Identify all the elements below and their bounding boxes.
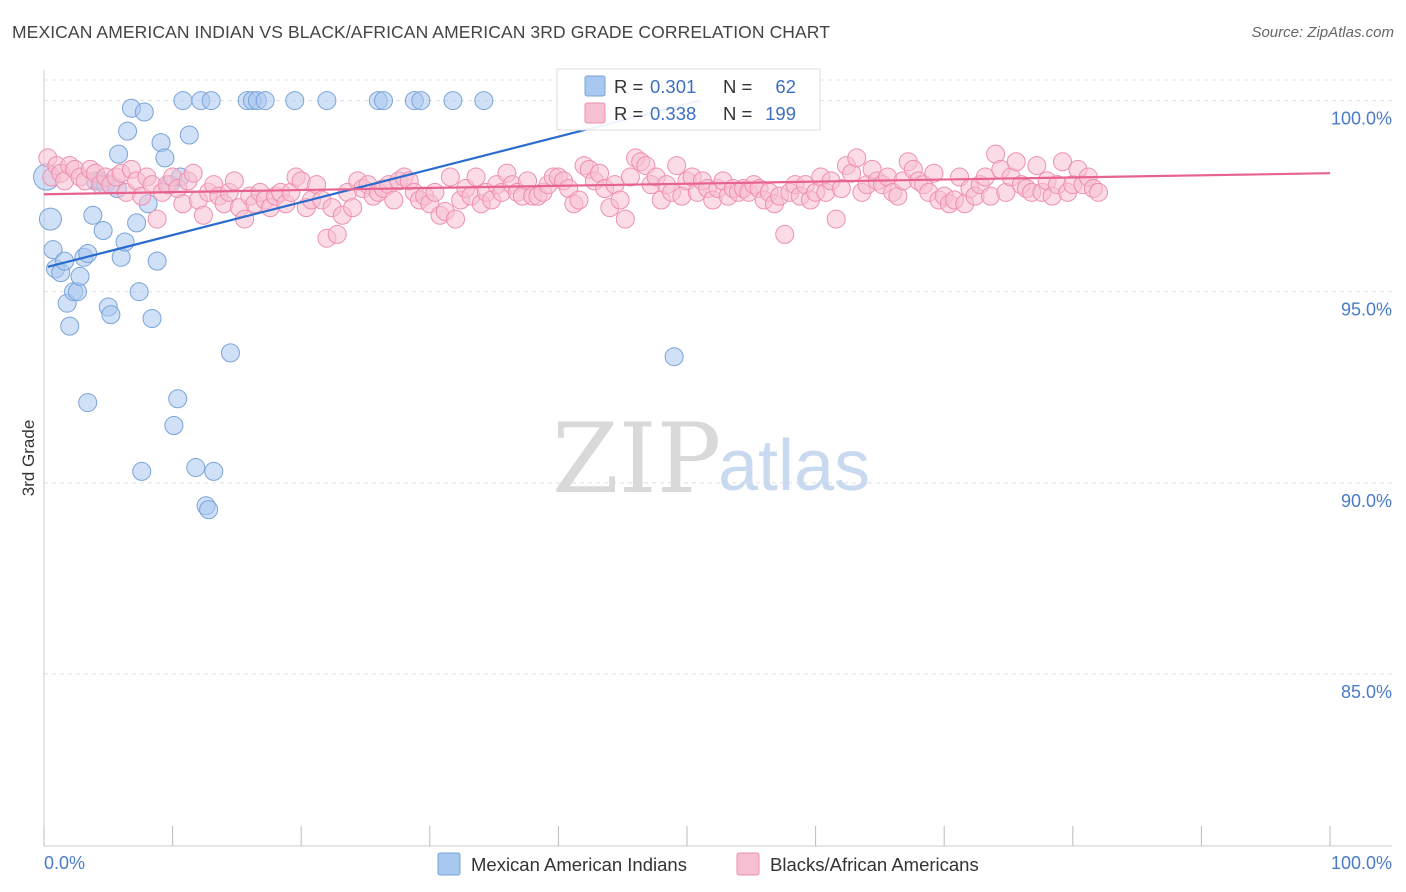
point-blacks-african-americans — [440, 167, 460, 187]
axes — [43, 70, 1392, 847]
point-blacks-african-americans — [183, 163, 203, 183]
point-blacks-african-americans — [975, 167, 995, 187]
point-blacks-african-americans — [425, 182, 445, 202]
point-blacks-african-americans — [847, 148, 867, 168]
stats-swatch-blacks-african-americans — [584, 102, 606, 124]
point-mexican-american-indians — [168, 389, 188, 409]
point-blacks-african-americans — [831, 179, 851, 199]
legend-swatch-mexican-american-indians — [437, 852, 461, 876]
point-mexican-american-indians — [134, 102, 154, 122]
y-tick-label: 85.0% — [1341, 682, 1392, 702]
legend-swatch-blacks-african-americans — [736, 852, 760, 876]
point-blacks-african-americans — [1006, 152, 1026, 172]
y-tick-label: 100.0% — [1331, 109, 1392, 129]
point-blacks-african-americans — [327, 224, 347, 244]
series-blacks-african-americans — [38, 144, 1109, 248]
watermark: ZIP atlas — [552, 403, 870, 515]
point-mexican-american-indians — [132, 461, 152, 481]
point-blacks-african-americans — [610, 190, 630, 210]
point-mexican-american-indians — [142, 308, 162, 328]
point-blacks-african-americans — [446, 209, 466, 229]
point-blacks-african-americans — [147, 209, 167, 229]
x-tick-label-left: 0.0% — [44, 853, 85, 873]
y-axis-labels: 100.0% 95.0% 90.0% 85.0% — [1331, 109, 1392, 702]
point-mexican-american-indians — [93, 221, 113, 241]
point-mexican-american-indians — [60, 316, 80, 336]
n-value-2: 199 — [765, 103, 796, 124]
point-mexican-american-indians — [147, 251, 167, 271]
point-mexican-american-indians — [109, 144, 129, 164]
point-mexican-american-indians — [78, 243, 98, 263]
point-blacks-african-americans — [826, 209, 846, 229]
point-mexican-american-indians — [43, 240, 63, 260]
point-blacks-african-americans — [569, 190, 589, 210]
point-mexican-american-indians — [78, 393, 98, 413]
point-mexican-american-indians — [127, 213, 147, 233]
chart-title: MEXICAN AMERICAN INDIAN VS BLACK/AFRICAN… — [12, 22, 831, 42]
source-credit: Source: ZipAtlas.com — [1251, 24, 1394, 41]
point-mexican-american-indians — [204, 461, 224, 481]
n-value-1: 62 — [775, 76, 796, 97]
point-blacks-african-americans — [615, 209, 635, 229]
point-mexican-american-indians — [255, 91, 275, 111]
point-mexican-american-indians — [101, 305, 121, 325]
point-blacks-african-americans — [224, 171, 244, 191]
point-mexican-american-indians — [285, 91, 305, 111]
n-label-1: N = — [723, 76, 752, 97]
point-mexican-american-indians — [118, 121, 138, 141]
point-mexican-american-indians — [411, 91, 431, 111]
point-mexican-american-indians — [38, 207, 62, 231]
point-mexican-american-indians — [374, 91, 394, 111]
point-blacks-african-americans — [775, 224, 795, 244]
point-blacks-african-americans — [667, 156, 687, 176]
point-mexican-american-indians — [201, 91, 221, 111]
point-mexican-american-indians — [70, 266, 90, 286]
point-mexican-american-indians — [443, 91, 463, 111]
n-label-2: N = — [723, 103, 752, 124]
point-blacks-african-americans — [384, 190, 404, 210]
point-blacks-african-americans — [620, 167, 640, 187]
gridlines — [44, 79, 1392, 675]
point-blacks-african-americans — [343, 198, 363, 218]
point-mexican-american-indians — [199, 500, 219, 520]
stats-swatch-mexican-american-indians — [584, 75, 606, 97]
watermark-atlas: atlas — [718, 426, 870, 506]
legend-label-blacks-african-americans: Blacks/African Americans — [770, 854, 979, 875]
point-mexican-american-indians — [474, 91, 494, 111]
stats-legend: R = 0.301 N = 62 R = 0.338 N = 199 — [556, 68, 821, 131]
point-mexican-american-indians — [155, 148, 175, 168]
point-blacks-african-americans — [924, 163, 944, 183]
r-label-1: R = — [614, 76, 643, 97]
point-mexican-american-indians — [173, 91, 193, 111]
point-blacks-african-americans — [193, 205, 213, 225]
point-blacks-african-americans — [1027, 156, 1047, 176]
point-blacks-african-americans — [466, 167, 486, 187]
point-mexican-american-indians — [164, 416, 184, 436]
y-tick-label: 95.0% — [1341, 300, 1392, 320]
trend-line-blacks-african-americans — [43, 172, 1331, 196]
point-mexican-american-indians — [220, 343, 240, 363]
r-label-2: R = — [614, 103, 643, 124]
point-mexican-american-indians — [664, 347, 684, 367]
x-axis-ticks — [43, 826, 1331, 846]
point-mexican-american-indians — [317, 91, 337, 111]
point-mexican-american-indians — [186, 458, 206, 478]
point-mexican-american-indians — [83, 205, 103, 225]
legend-label-mexican-american-indians: Mexican American Indians — [471, 854, 687, 875]
x-tick-label-right: 100.0% — [1331, 853, 1392, 873]
r-value-1: 0.301 — [650, 76, 696, 97]
series-legend: Mexican American Indians Blacks/African … — [437, 852, 979, 876]
point-blacks-african-americans — [1053, 152, 1073, 172]
point-mexican-american-indians — [179, 125, 199, 145]
point-blacks-african-americans — [1089, 182, 1109, 202]
r-value-2: 0.338 — [650, 103, 696, 124]
point-mexican-american-indians — [129, 282, 149, 302]
watermark-zip: ZIP — [552, 403, 721, 515]
y-tick-label: 90.0% — [1341, 491, 1392, 511]
y-axis-title: 3rd Grade — [19, 420, 38, 497]
